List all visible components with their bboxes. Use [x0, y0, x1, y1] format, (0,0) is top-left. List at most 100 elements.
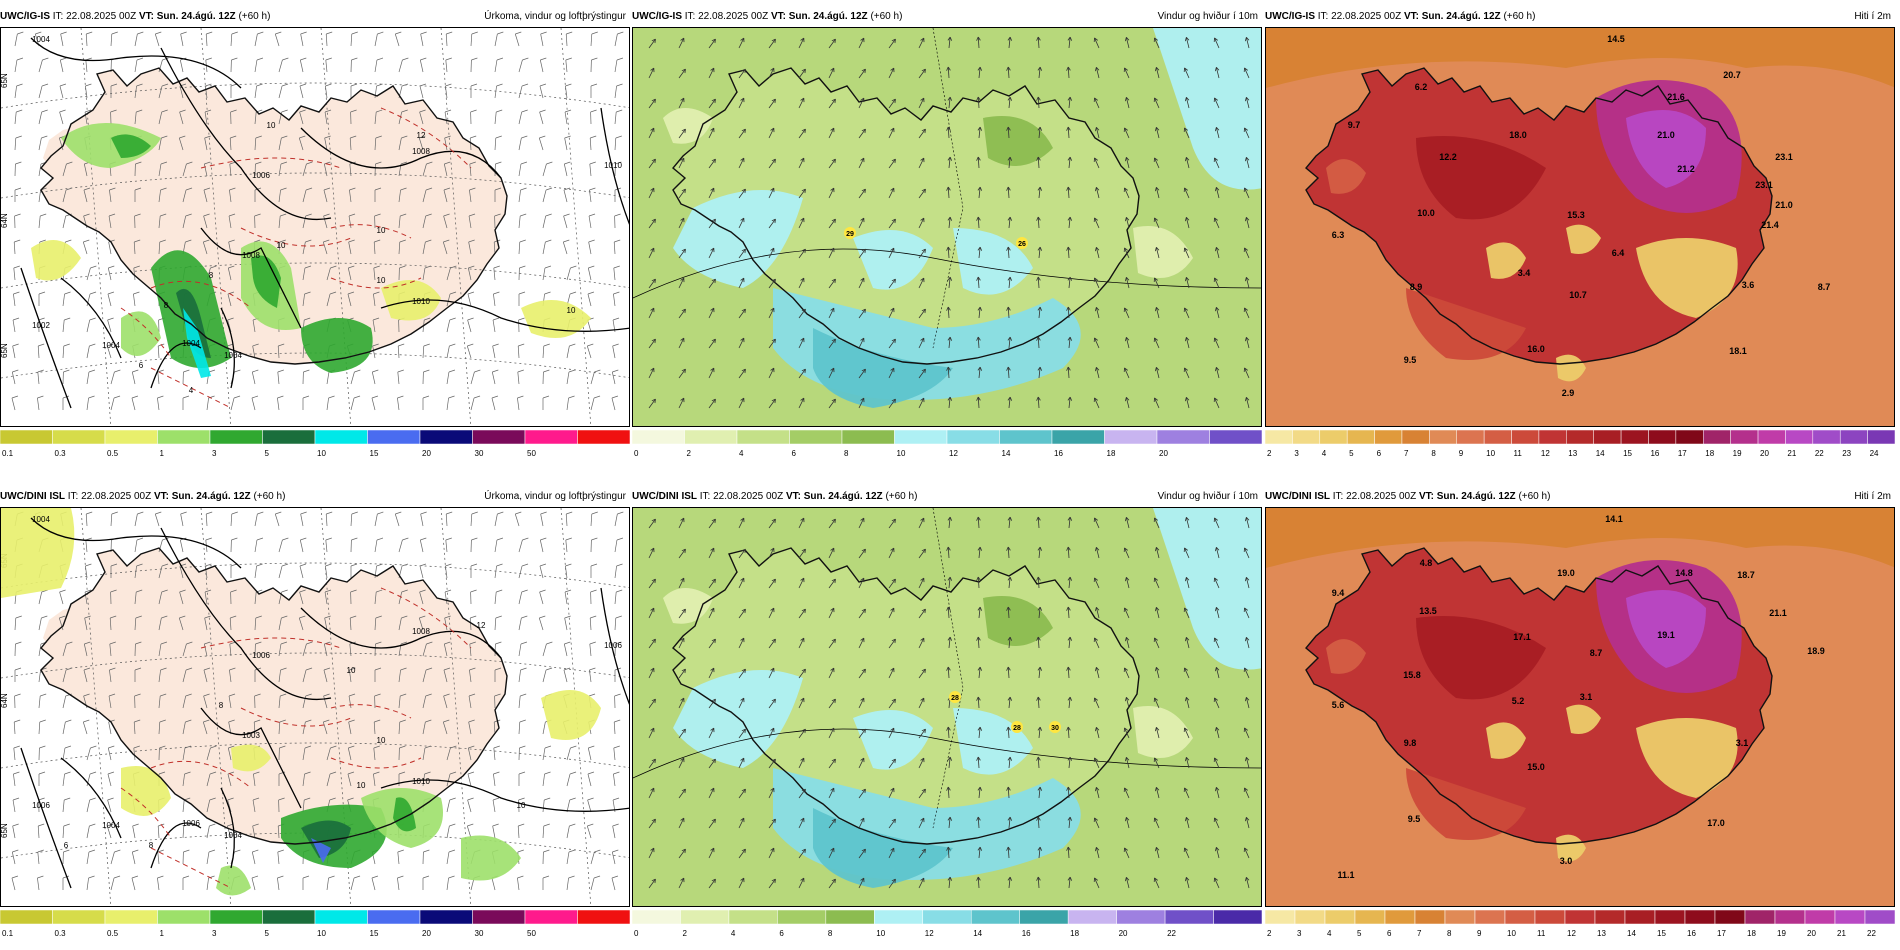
map-canvas[interactable]: 65N 64N 65N 1004 1006 1008 1010 1010 1004 1004 100… — [0, 27, 630, 427]
legend-swatch — [728, 909, 778, 925]
legend-label: 19 — [1777, 929, 1786, 938]
temperature-value: 5.2 — [1512, 696, 1525, 706]
isobar-label: 1003 — [242, 731, 260, 740]
gust-marker — [949, 691, 961, 703]
isobar-label: 1006 — [252, 171, 270, 180]
precip-area — [121, 766, 171, 816]
temperature-value: 17.0 — [1707, 818, 1725, 828]
legend-swatch — [209, 429, 263, 445]
temperature-value: 23.1 — [1755, 180, 1773, 190]
map-canvas[interactable]: 14.5 6.2 20.7 9.7 21.6 18.0 21.0 23.1 12.2 21.2 23… — [1265, 27, 1895, 427]
isobar — [60, 277, 122, 359]
legend-swatch — [1414, 909, 1446, 925]
legend-label: 15 — [1623, 449, 1632, 458]
gust-value: 30 — [1051, 725, 1059, 732]
legend-label: 14 — [1002, 449, 1011, 458]
coastline — [40, 547, 508, 845]
legend-label: 4 — [731, 929, 736, 938]
legend-label: 0.5 — [107, 929, 119, 938]
latitude-label: 65N — [1, 823, 9, 838]
map-canvas[interactable]: 14.1 4.8 19.0 18.7 9.4 14.8 13.5 21.1 17.1 19.1 18… — [1265, 507, 1895, 907]
isotherm — [380, 107, 472, 169]
temperature-area — [1626, 590, 1706, 668]
legend-label: 11 — [1514, 449, 1523, 458]
valid-time: Sun. 24.ágú. 12Z — [156, 11, 236, 22]
legend-swatch — [1812, 429, 1841, 445]
legend-label: 10 — [897, 449, 906, 458]
wind-speed-area — [663, 108, 713, 144]
isobar-label: 1004 — [224, 831, 242, 840]
init-time: 22.08.2025 00Z — [698, 11, 769, 22]
isotherm-label: 8 — [164, 301, 169, 310]
legend-swatch — [1324, 909, 1356, 925]
map-svg: 14.56.220.79.721.618.0 21.023.112.221.223… — [1266, 28, 1894, 426]
isotherm-label: 12 — [477, 621, 486, 630]
legend-label: 16 — [1054, 449, 1063, 458]
legend-label: 12 — [949, 449, 958, 458]
precip-area — [311, 838, 331, 863]
legend-svg: 0 2 4 6 8 10 12 14 16 18 20 — [632, 429, 1262, 458]
legend-swatch — [1648, 429, 1677, 445]
legend-svg: 0 2 4 6 8 10 12 14 16 18 20 22 — [632, 909, 1262, 938]
temperature-area — [1566, 704, 1601, 734]
legend-label: 20 — [1807, 929, 1816, 938]
isobar-label: 1010 — [412, 297, 430, 306]
panel-temp-top: UWC/IG-IS IT: 22.08.2025 00Z VT: Sun. 24… — [1265, 8, 1895, 470]
panel-header: UWC/DINI ISL IT: 22.08.2025 00Z VT: Sun.… — [0, 488, 630, 506]
legend-label: 4 — [739, 449, 744, 458]
precip-area — [381, 280, 441, 321]
legend-label: 18 — [1107, 449, 1116, 458]
legend-label: 21 — [1787, 449, 1796, 458]
legend-label: 3 — [212, 449, 217, 458]
legend-label: 16 — [1687, 929, 1696, 938]
init-label: IT: — [52, 11, 64, 22]
temperature-value: 13.5 — [1419, 606, 1437, 616]
isotherm — [200, 157, 342, 169]
temperature-value: 21.0 — [1657, 130, 1675, 140]
temperature-value: 14.5 — [1607, 34, 1625, 44]
init-time: 22.08.2025 00Z — [66, 11, 137, 22]
init-label: IT: — [1317, 11, 1329, 22]
temperature-value: 9.5 — [1408, 814, 1421, 824]
legend-label: 8 — [828, 929, 833, 938]
temperature-area — [1636, 238, 1738, 318]
temperature-area — [1626, 110, 1706, 188]
init-label: IT: — [1332, 491, 1344, 502]
isotherm-label: 10 — [267, 121, 276, 130]
map-canvas[interactable]: 29 26 — [632, 27, 1262, 427]
legend-label: 0.1 — [2, 929, 14, 938]
panel-header: UWC/IG-IS IT: 22.08.2025 00Z VT: Sun. 24… — [0, 8, 630, 26]
legend-label: 22 — [1815, 449, 1824, 458]
gust-value: 28 — [1013, 725, 1021, 732]
legend-swatch — [841, 429, 895, 445]
legend-swatch — [1839, 429, 1868, 445]
isobar-label: 1006 — [252, 651, 270, 660]
isobar — [300, 127, 502, 179]
legend-swatch — [1654, 909, 1686, 925]
legend-label: 10 — [1486, 449, 1495, 458]
panel-header: UWC/IG-IS IT: 22.08.2025 00Z VT: Sun. 24… — [632, 8, 1262, 26]
wind-speed-area — [983, 116, 1053, 166]
temperature-value: 6.3 — [1332, 230, 1345, 240]
temperature-value: 8.9 — [1410, 282, 1423, 292]
panel-header: UWC/DINI ISL IT: 22.08.2025 00Z VT: Sun.… — [1265, 488, 1895, 506]
temperature-value: 15.0 — [1527, 762, 1545, 772]
legend-label: 21 — [1837, 929, 1846, 938]
panel-title: Vindur og hviður í 10m — [1157, 11, 1258, 22]
temperature-area — [1416, 616, 1546, 700]
temperature-value: 10.7 — [1569, 290, 1587, 300]
isotherm-label: 10 — [517, 801, 526, 810]
wind-speed-area — [673, 190, 803, 288]
isotherm — [240, 707, 352, 727]
legend-label: 2 — [687, 449, 692, 458]
color-legend: 2 3 4 5 6 7 8 9 10 11 12 13 14 15 16 17 18 19 20 21 22 — [1265, 908, 1895, 944]
init-time: 22.08.2025 00Z — [1331, 11, 1402, 22]
isotherm — [150, 760, 252, 789]
legend-label: 18 — [1070, 929, 1079, 938]
wind-arrows — [648, 516, 1250, 889]
legend-label: 11 — [1537, 929, 1546, 938]
legend-swatch — [1294, 909, 1326, 925]
map-canvas[interactable]: 65N64N65N1004100610081010100610061004100… — [0, 507, 630, 907]
forecast-offset: (+60 h) — [870, 11, 903, 22]
map-canvas[interactable]: 28 28 30 — [632, 507, 1262, 907]
